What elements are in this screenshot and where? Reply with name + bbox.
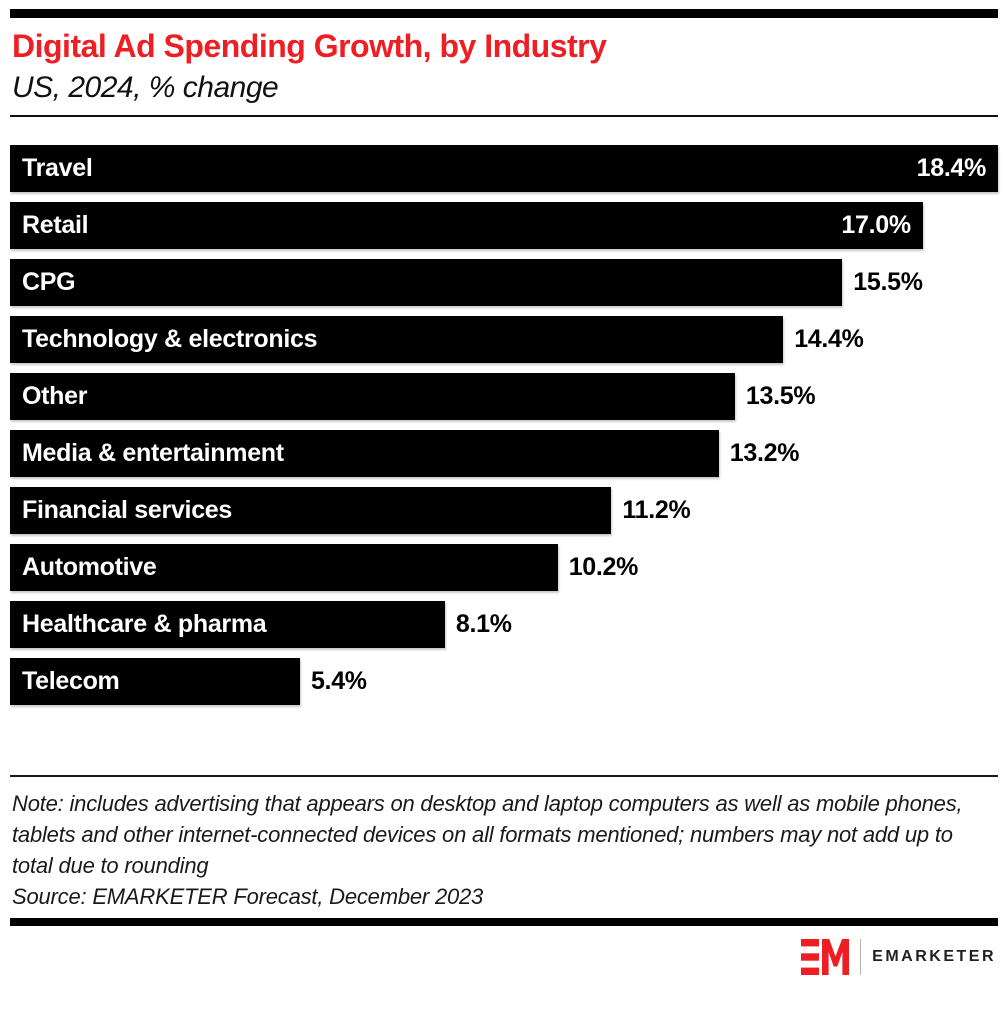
- bar-row: Healthcare & pharma 8.1%: [10, 601, 998, 648]
- bar-chart: Travel 18.4% Retail 17.0% CPG 15.5% Technology…: [10, 145, 998, 705]
- bar: CPG: [10, 259, 843, 306]
- chart-page: Digital Ad Spending Growth, by Industry …: [0, 9, 1008, 1025]
- bar: Technology & electronics: [10, 316, 784, 363]
- bar-value: 15.5%: [853, 268, 923, 296]
- note-rule: [10, 775, 998, 777]
- header-rule: [10, 115, 998, 117]
- bar: Travel 18.4%: [10, 145, 998, 192]
- chart-title: Digital Ad Spending Growth, by Industry: [12, 28, 607, 64]
- bar-row: Technology & electronics 14.4%: [10, 316, 998, 363]
- bar-label: Automotive: [22, 553, 157, 581]
- chart-subtitle: US, 2024, % change: [12, 71, 279, 104]
- bar-label: Other: [22, 382, 88, 410]
- bar-value: 10.2%: [568, 553, 639, 581]
- bar-label: Telecom: [22, 667, 120, 695]
- bar-row: Other 13.5%: [10, 373, 998, 420]
- bar-label: Healthcare & pharma: [22, 610, 267, 638]
- brand-wordmark: EMARKETER: [872, 948, 996, 965]
- bar-value: 18.4%: [916, 154, 987, 182]
- bar: Automotive: [10, 544, 558, 591]
- bar-row: CPG 15.5%: [10, 259, 998, 306]
- bar-row: Travel 18.4%: [10, 145, 998, 192]
- bar-value: 14.4%: [794, 325, 864, 353]
- brand-divider: [860, 939, 862, 975]
- bar-row: Media & entertainment 13.2%: [10, 430, 998, 477]
- branding: EMARKETER: [10, 939, 998, 975]
- bar: Healthcare & pharma: [10, 601, 445, 648]
- bar-value: 13.2%: [729, 439, 800, 467]
- bar: Financial services: [10, 487, 612, 534]
- bar-row: Automotive 10.2%: [10, 544, 998, 591]
- footer-rule: [10, 918, 998, 926]
- bar-label: Media & entertainment: [22, 439, 284, 467]
- bar-value: 11.2%: [622, 496, 691, 524]
- bar-label: Travel: [22, 154, 93, 182]
- bar-label: Financial services: [22, 496, 233, 524]
- bar-value: 13.5%: [745, 382, 816, 410]
- bar: Retail 17.0%: [10, 202, 923, 249]
- chart-header: Digital Ad Spending Growth, by Industry …: [10, 28, 998, 105]
- note-text: Note: includes advertising that appears …: [12, 791, 963, 878]
- bar-value: 8.1%: [455, 610, 512, 638]
- source-text: Source: EMARKETER Forecast, December 202…: [12, 884, 484, 909]
- bar-label: CPG: [22, 268, 76, 296]
- emarketer-logo-icon: [801, 939, 850, 975]
- bar: Telecom: [10, 658, 300, 705]
- bar-value: 17.0%: [841, 211, 911, 239]
- bar-row: Financial services 11.2%: [10, 487, 998, 534]
- top-rule: [10, 9, 998, 18]
- bar: Media & entertainment: [10, 430, 719, 477]
- bar: Other: [10, 373, 735, 420]
- bar-value: 5.4%: [310, 667, 367, 695]
- bar-label: Retail: [22, 211, 89, 239]
- bar-row: Telecom 5.4%: [10, 658, 998, 705]
- bar-row: Retail 17.0%: [10, 202, 998, 249]
- bar-label: Technology & electronics: [22, 325, 318, 353]
